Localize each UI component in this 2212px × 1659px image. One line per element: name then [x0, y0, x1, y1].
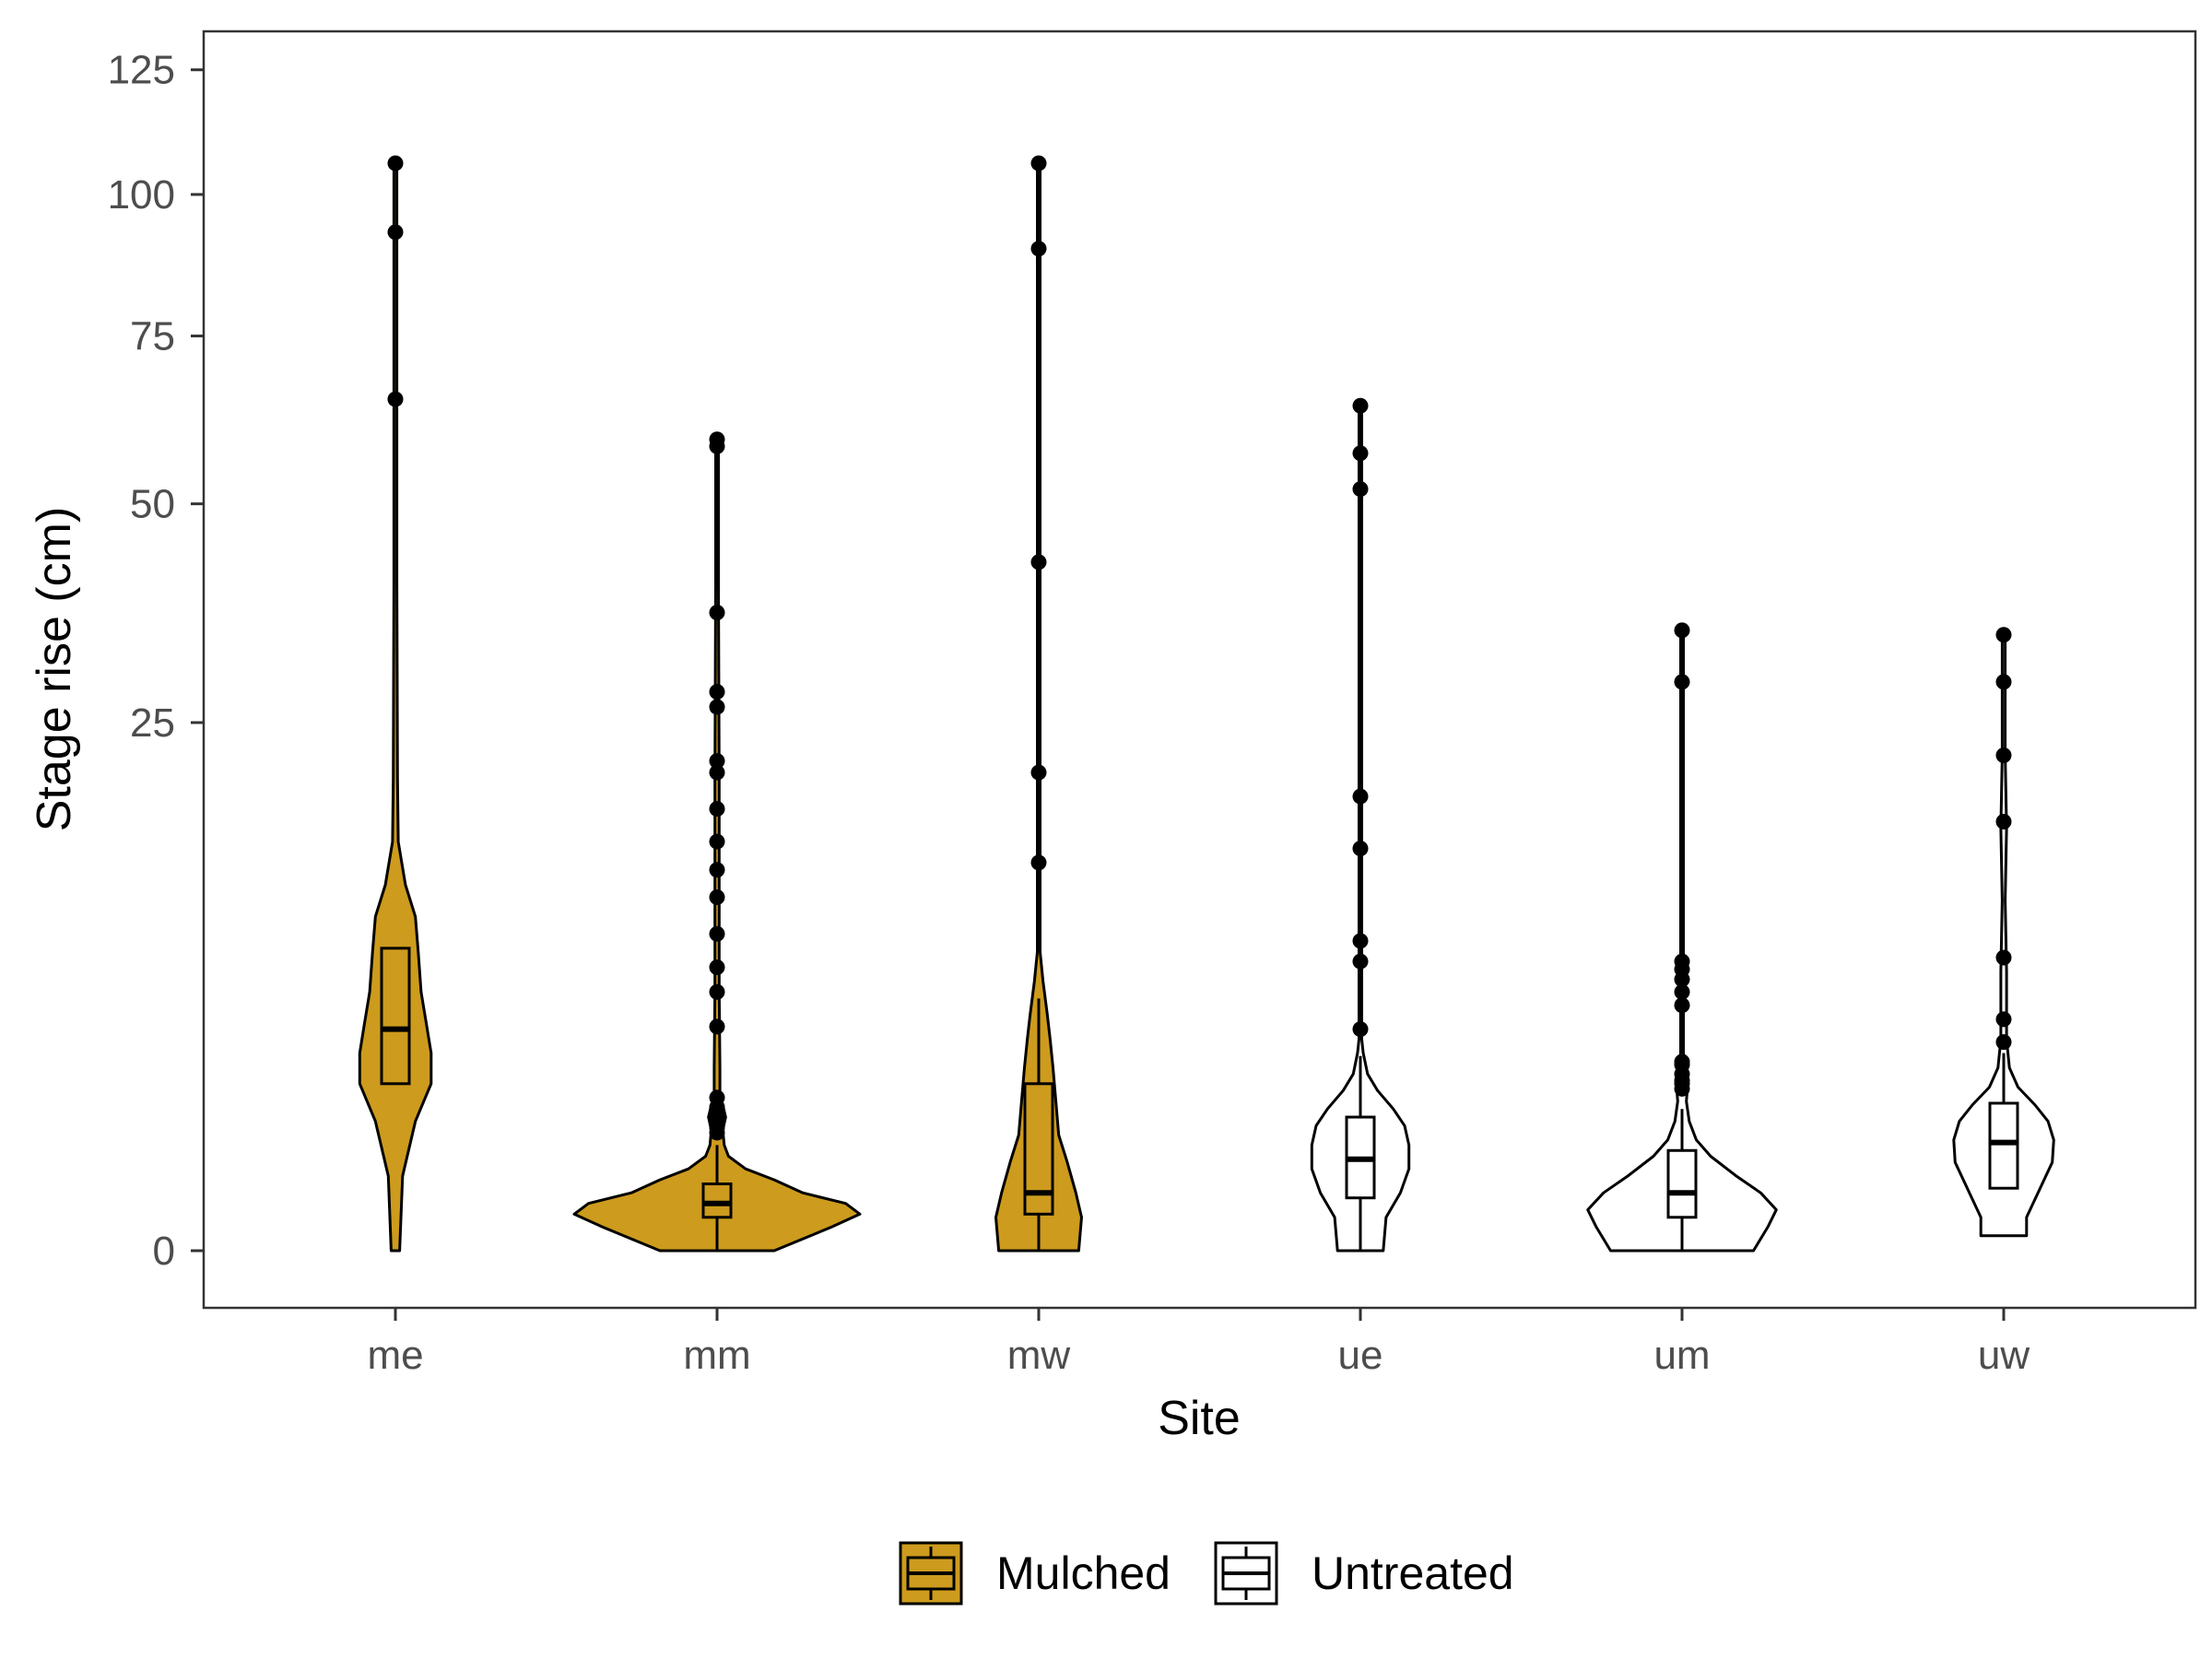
box-uw — [1988, 1101, 2019, 1190]
x-axis-title: Site — [1158, 1392, 1241, 1445]
y-tick-label-25: 25 — [130, 700, 175, 746]
x-tick-label-um: um — [1653, 1333, 1710, 1378]
box-me — [380, 947, 411, 1086]
y-tick-label-125: 125 — [108, 48, 175, 93]
outlier-ue-4 — [1352, 788, 1369, 805]
outlier-uw-4 — [1995, 747, 2012, 763]
legend-item-mulched: Mulched — [899, 1541, 1171, 1606]
y-tick-label-75: 75 — [130, 314, 175, 359]
x-tick-label-me: me — [367, 1333, 423, 1378]
outlier-ue-5 — [1352, 481, 1369, 498]
y-axis-title: Stage rise (cm) — [28, 507, 81, 832]
outlier-mm-11 — [709, 862, 725, 878]
legend: Mulched Untreated — [899, 1541, 1514, 1606]
outlier-um-12 — [1674, 622, 1690, 639]
outlier-ue-3 — [1352, 841, 1369, 857]
box-um — [1666, 1148, 1698, 1219]
outlier-mm-20 — [709, 431, 725, 448]
outlier-me-0 — [387, 391, 404, 407]
outlier-mw-1 — [1030, 764, 1047, 781]
outlier-layer — [387, 155, 2012, 1141]
outlier-uw-0 — [1995, 1034, 2012, 1051]
outlier-ue-2 — [1352, 933, 1369, 949]
x-tick-label-uw: uw — [1978, 1333, 2030, 1378]
outlier-ue-7 — [1352, 397, 1369, 414]
legend-item-untreated: Untreated — [1214, 1541, 1514, 1606]
x-tick-label-ue: ue — [1338, 1333, 1383, 1378]
outlier-um-7 — [1674, 983, 1690, 1000]
y-tick-label-100: 100 — [108, 172, 175, 218]
outlier-mw-0 — [1030, 854, 1047, 871]
plot-panel-border — [202, 29, 2197, 1310]
outlier-uw-2 — [1995, 949, 2012, 966]
outlier-mm-7 — [709, 983, 725, 1000]
outlier-mm-16 — [709, 699, 725, 715]
outlier-mw-4 — [1030, 155, 1047, 171]
x-tick-label-mw: mw — [1007, 1333, 1071, 1378]
outlier-ue-1 — [1352, 953, 1369, 970]
box-mm — [701, 1182, 733, 1219]
outlier-mm-15 — [709, 753, 725, 770]
outlier-mm-10 — [709, 888, 725, 905]
outlier-ue-0 — [1352, 1021, 1369, 1038]
y-tick-label-0: 0 — [153, 1229, 175, 1274]
outlier-mm-8 — [709, 959, 725, 975]
outlier-ue-6 — [1352, 445, 1369, 462]
outlier-uw-3 — [1995, 813, 2012, 830]
boxplot-layer — [380, 947, 2019, 1251]
outlier-me-1 — [387, 224, 404, 241]
outlier-mm-18 — [709, 605, 725, 621]
x-axis: me mm mw ue um uw — [367, 1308, 2030, 1378]
outlier-uw-6 — [1995, 627, 2012, 643]
outlier-mm-9 — [709, 925, 725, 942]
outlier-um-5 — [1674, 1053, 1690, 1070]
outlier-uw-1 — [1995, 1011, 2012, 1028]
outlier-um-10 — [1674, 953, 1690, 970]
outlier-mm-17 — [709, 684, 725, 700]
outlier-mm-12 — [709, 833, 725, 850]
x-tick-label-mm: mm — [683, 1333, 750, 1378]
outlier-mm-5 — [709, 1089, 725, 1106]
outlier-um-11 — [1674, 674, 1690, 690]
outlier-um-6 — [1674, 997, 1690, 1014]
outlier-mm-14 — [709, 764, 725, 781]
outlier-uw-5 — [1995, 674, 2012, 690]
outlier-mw-3 — [1030, 241, 1047, 257]
y-tick-label-50: 50 — [130, 482, 175, 527]
outlier-mw-2 — [1030, 554, 1047, 571]
outlier-me-2 — [387, 155, 404, 171]
legend-label-mulched: Mulched — [996, 1547, 1171, 1599]
legend-label-untreated: Untreated — [1312, 1547, 1514, 1599]
y-axis: 0 25 50 75 100 125 — [108, 48, 204, 1274]
outlier-mm-13 — [709, 801, 725, 818]
outlier-mm-6 — [709, 1018, 725, 1035]
